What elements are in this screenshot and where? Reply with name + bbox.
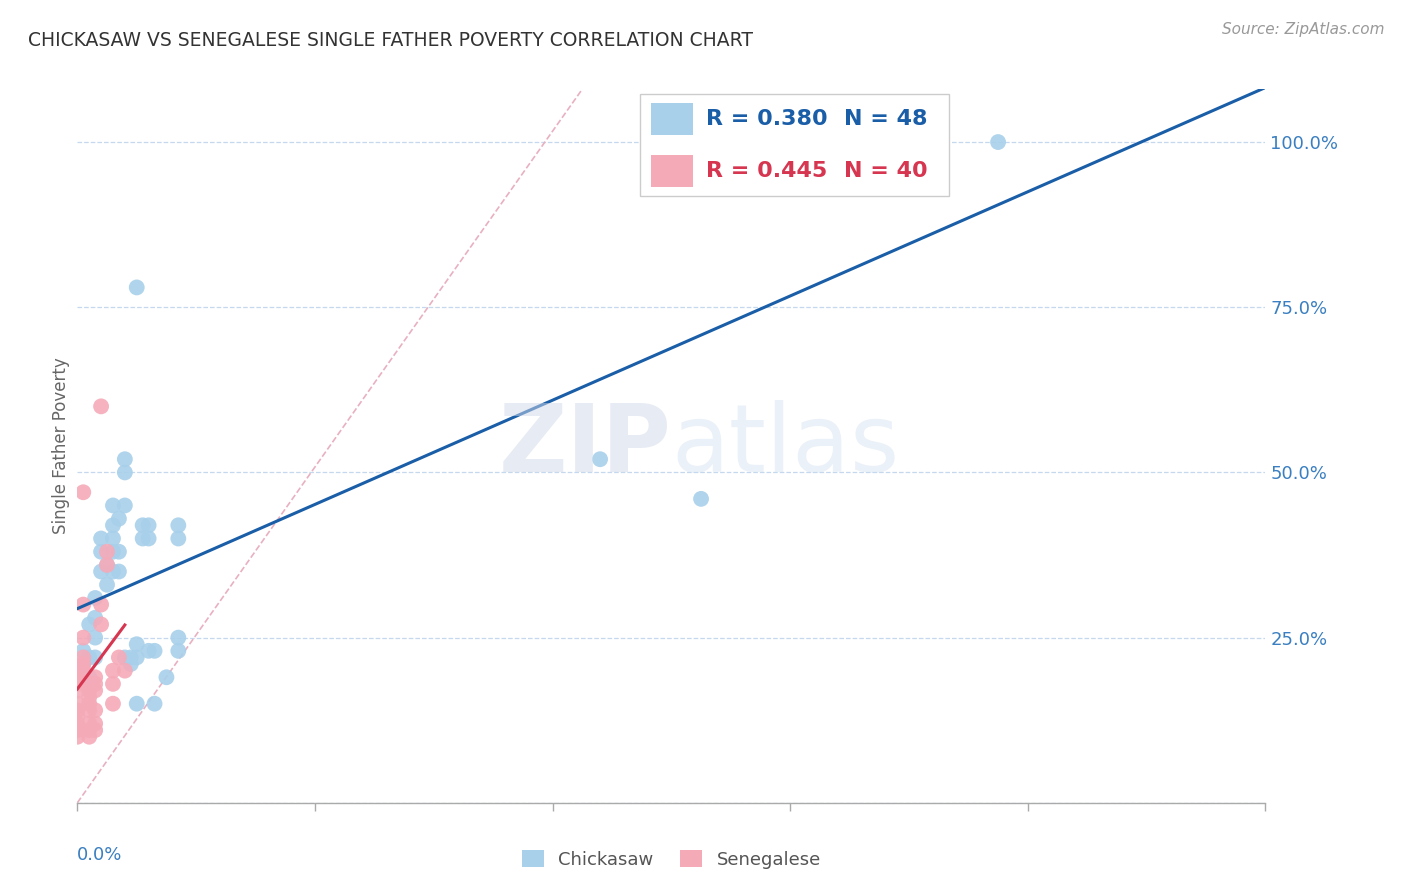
Point xyxy=(96,578,118,592)
Point xyxy=(66,710,89,724)
Point xyxy=(84,677,107,691)
Point xyxy=(96,545,118,559)
Point xyxy=(66,677,89,691)
Point xyxy=(114,452,136,467)
Point xyxy=(167,631,190,645)
Point xyxy=(72,657,94,671)
Point xyxy=(96,558,118,572)
Point xyxy=(125,280,148,294)
Point xyxy=(90,565,112,579)
Point xyxy=(101,499,124,513)
Point xyxy=(120,657,142,671)
Text: Source: ZipAtlas.com: Source: ZipAtlas.com xyxy=(1222,22,1385,37)
Point xyxy=(96,558,118,572)
Point xyxy=(131,518,153,533)
Point xyxy=(77,617,100,632)
Point xyxy=(987,135,1010,149)
Point xyxy=(690,491,713,506)
Point xyxy=(90,545,112,559)
Point xyxy=(77,683,100,698)
Point xyxy=(114,466,136,480)
Point xyxy=(101,677,124,691)
Point xyxy=(66,716,89,731)
Point xyxy=(114,499,136,513)
Point xyxy=(84,716,107,731)
Point xyxy=(84,631,107,645)
Point xyxy=(84,723,107,738)
Point xyxy=(77,650,100,665)
Point xyxy=(101,664,124,678)
Point xyxy=(66,670,89,684)
Point xyxy=(77,723,100,738)
Point xyxy=(66,683,89,698)
Text: N = 48: N = 48 xyxy=(844,110,927,129)
Point xyxy=(143,644,166,658)
Point xyxy=(868,135,890,149)
Text: N = 40: N = 40 xyxy=(844,161,927,180)
Point xyxy=(101,532,124,546)
Point xyxy=(143,697,166,711)
Point xyxy=(131,532,153,546)
Point xyxy=(114,650,136,665)
Point xyxy=(90,400,112,414)
Point xyxy=(72,598,94,612)
Point xyxy=(72,664,94,678)
Point xyxy=(167,532,190,546)
Point xyxy=(101,697,124,711)
Point xyxy=(72,485,94,500)
Point xyxy=(84,703,107,717)
Point xyxy=(66,723,89,738)
Text: CHICKASAW VS SENEGALESE SINGLE FATHER POVERTY CORRELATION CHART: CHICKASAW VS SENEGALESE SINGLE FATHER PO… xyxy=(28,31,754,50)
Point xyxy=(120,650,142,665)
Point xyxy=(77,677,100,691)
Point xyxy=(108,565,131,579)
Point xyxy=(90,598,112,612)
Point xyxy=(125,637,148,651)
Text: 0.0%: 0.0% xyxy=(77,846,122,863)
Legend: Chickasaw, Senegalese: Chickasaw, Senegalese xyxy=(515,843,828,876)
Text: atlas: atlas xyxy=(672,400,900,492)
Point xyxy=(72,657,94,671)
Point xyxy=(108,511,131,525)
Point xyxy=(125,697,148,711)
Point xyxy=(77,670,100,684)
Point xyxy=(66,664,89,678)
Point xyxy=(84,683,107,698)
Point xyxy=(84,670,107,684)
Point xyxy=(108,650,131,665)
Point xyxy=(77,690,100,704)
Point xyxy=(108,545,131,559)
Text: R = 0.380: R = 0.380 xyxy=(706,110,828,129)
Point xyxy=(101,545,124,559)
Point xyxy=(72,631,94,645)
Point xyxy=(589,452,612,467)
Point xyxy=(167,518,190,533)
Point xyxy=(101,518,124,533)
Text: R = 0.445: R = 0.445 xyxy=(706,161,827,180)
Point xyxy=(66,697,89,711)
Point xyxy=(101,565,124,579)
Point xyxy=(167,644,190,658)
Point xyxy=(155,670,177,684)
Point xyxy=(77,703,100,717)
Y-axis label: Single Father Poverty: Single Father Poverty xyxy=(52,358,70,534)
Point xyxy=(114,664,136,678)
Point xyxy=(77,716,100,731)
Point xyxy=(90,617,112,632)
Point xyxy=(138,532,160,546)
Point xyxy=(84,591,107,605)
Point xyxy=(138,644,160,658)
Point xyxy=(138,518,160,533)
Text: ZIP: ZIP xyxy=(499,400,672,492)
Point xyxy=(84,611,107,625)
Point xyxy=(77,730,100,744)
Point xyxy=(90,532,112,546)
Point xyxy=(66,703,89,717)
Point xyxy=(72,644,94,658)
Point xyxy=(77,697,100,711)
Point xyxy=(125,650,148,665)
Point xyxy=(66,730,89,744)
Point xyxy=(72,650,94,665)
Point xyxy=(84,650,107,665)
